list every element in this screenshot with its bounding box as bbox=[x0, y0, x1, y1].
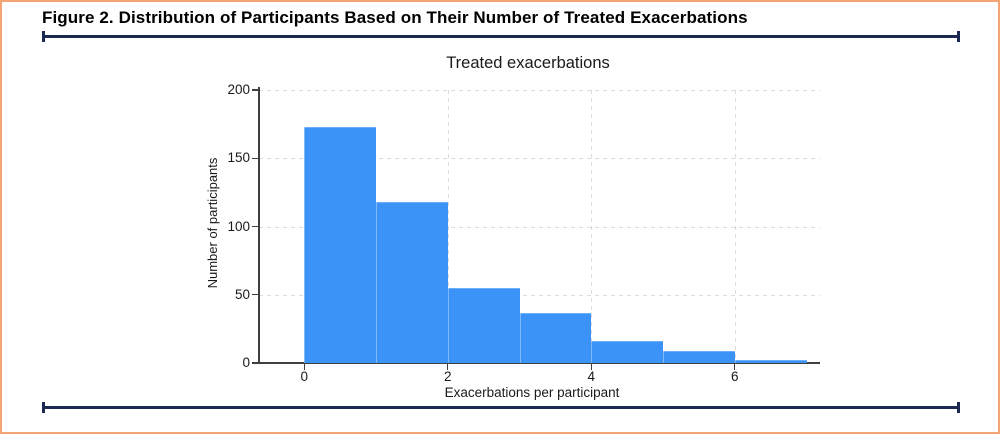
x-tick bbox=[590, 364, 592, 370]
horizontal-gridline bbox=[259, 226, 820, 228]
x-axis-label: Exacerbations per participant bbox=[444, 385, 620, 400]
horizontal-gridline bbox=[259, 158, 820, 160]
figure-title: Figure 2. Distribution of Participants B… bbox=[42, 8, 748, 27]
x-tick-label: 2 bbox=[444, 369, 452, 384]
histogram-bar bbox=[735, 360, 807, 363]
histogram-bar bbox=[663, 350, 735, 363]
y-tick bbox=[252, 225, 258, 228]
plot-area bbox=[252, 87, 820, 370]
x-tick-label: 6 bbox=[731, 369, 739, 384]
y-tick bbox=[252, 294, 258, 296]
top-divider-rule bbox=[42, 31, 960, 42]
y-tick bbox=[252, 157, 258, 159]
x-tick bbox=[734, 364, 736, 370]
horizontal-gridline bbox=[259, 90, 820, 91]
histogram-bar bbox=[520, 312, 591, 363]
y-tick-label: 0 bbox=[242, 355, 250, 370]
y-tick bbox=[252, 89, 258, 91]
y-tick-label: 100 bbox=[227, 218, 250, 234]
histogram-bar bbox=[448, 287, 520, 363]
x-axis-line bbox=[258, 362, 820, 364]
histogram-bar bbox=[304, 126, 376, 363]
y-tick bbox=[252, 362, 258, 364]
bottom-divider-rule bbox=[42, 402, 960, 413]
x-tick bbox=[447, 364, 449, 370]
x-tick bbox=[303, 364, 305, 370]
x-tick-label: 4 bbox=[587, 369, 596, 384]
y-tick-label: 50 bbox=[234, 286, 250, 302]
y-tick-label: 150 bbox=[227, 150, 250, 166]
histogram-bar bbox=[376, 201, 448, 363]
y-tick-label: 200 bbox=[227, 82, 250, 97]
x-tick-label: 0 bbox=[300, 369, 309, 384]
chart-title: Treated exacerbations bbox=[446, 54, 610, 72]
horizontal-gridline bbox=[259, 294, 820, 296]
y-axis-line bbox=[258, 87, 260, 363]
histogram-bar bbox=[591, 341, 663, 363]
